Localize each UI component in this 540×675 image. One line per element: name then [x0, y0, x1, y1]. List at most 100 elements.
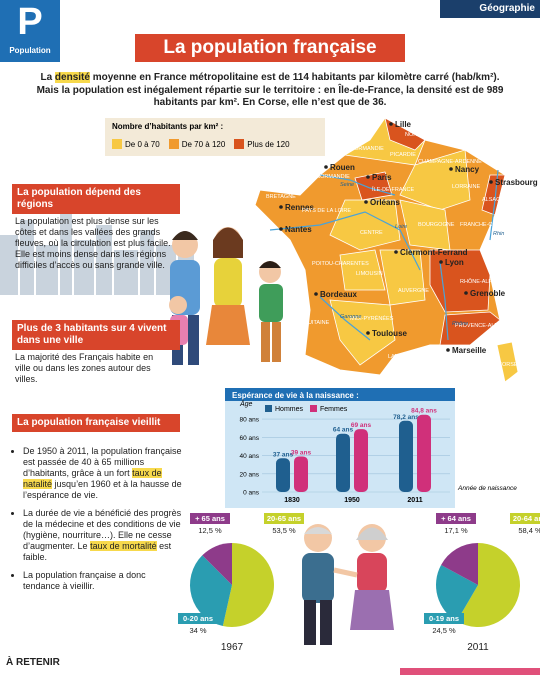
river-label: Garonne [340, 314, 361, 320]
region-label: BOURGOGNE [418, 222, 455, 228]
region-label: AQUITAINE [300, 320, 330, 326]
region-label: CORSE [498, 362, 518, 368]
bullet-text: La durée de vie a bénéficié des progrès … [23, 508, 182, 551]
badge-label: Population [9, 46, 51, 55]
bullet: La population française a donc tendance … [23, 570, 183, 592]
region-label: FRANCHE-COMTÉ [460, 221, 509, 228]
pie-slice [435, 564, 478, 622]
badge [0, 0, 60, 62]
intro: La densité moyenne en France métropolita… [30, 72, 510, 110]
legend-item: Plus de 120 [234, 139, 290, 149]
region-label: PICARDIE [390, 152, 416, 158]
footer-strip [400, 668, 540, 675]
river-label: Rhin [493, 231, 504, 237]
city-label: Orléans [370, 198, 400, 207]
legend-box [105, 118, 325, 156]
bar [417, 414, 431, 492]
legend-label: De 70 à 120 [181, 139, 226, 149]
section-heading: La population française vieillit [12, 414, 180, 432]
legend-swatch [234, 139, 245, 149]
pie-year: 2011 [467, 642, 489, 653]
legend-swatch [168, 139, 179, 149]
city-dot [446, 348, 450, 352]
value-label: 78,2 ans [393, 414, 419, 421]
bullet: La durée de vie a bénéficié des progrès … [23, 508, 183, 563]
region-label: LANGUEDOC-ROUSSILLON [388, 354, 460, 360]
city-label: Rouen [330, 163, 355, 172]
y-tick-label: 20 ans [239, 471, 259, 478]
y-tick-label: 60 ans [239, 435, 259, 442]
bullet-text: La population française a donc tendance … [23, 570, 146, 591]
city-dot [279, 227, 283, 231]
city-label: Marseille [452, 346, 487, 355]
pie-value-label: 34 % [189, 626, 206, 635]
legend-swatch [265, 405, 272, 412]
city-dot [449, 167, 453, 171]
legend-items: De 0 à 70 De 70 à 120 Plus de 120 [112, 139, 324, 149]
city-label: Lyon [445, 258, 464, 267]
city-dot [389, 122, 393, 126]
river-label: Seine [340, 182, 354, 188]
region-label: MIDI-PYRÉNÉES [350, 315, 394, 322]
region-label: NORD-PAS-DE-CALAIS [405, 132, 465, 138]
region-label: BASSE-NORMANDIE [296, 174, 350, 180]
pie-value-label: 12,5 % [198, 526, 222, 535]
y-tick-label: 0 ans [243, 490, 260, 497]
pie-year: 1967 [221, 642, 244, 653]
bullet-text: De 1950 à 2011, la population française … [23, 446, 182, 478]
pie-label-box [436, 513, 476, 524]
bar [276, 458, 290, 492]
intro-text: La [40, 72, 53, 83]
category: Géographie [479, 3, 535, 14]
pie-category: 20-64 ans [513, 514, 540, 523]
y-tick-label: 40 ans [239, 453, 259, 460]
chart-title: Espérance de vie à la naissance : [232, 391, 359, 400]
footer-label: À RETENIR [6, 657, 60, 668]
value-label: 37 ans [273, 451, 294, 458]
region-label: ALSACE [482, 197, 504, 203]
city-label: Rennes [285, 203, 314, 212]
bullet-text: est faible. [23, 541, 172, 562]
pie-value-label: 53,5 % [272, 526, 296, 535]
city-dot [366, 331, 370, 335]
couple-illustration [302, 524, 394, 645]
title: La population française [163, 37, 377, 58]
city-dot [439, 260, 443, 264]
legend-swatch [310, 405, 317, 412]
legend-label: Femmes [320, 406, 348, 413]
city-label: Lille [395, 120, 412, 129]
region-label: ÎLE-DE-FRANCE [371, 186, 415, 193]
pie-value-label: 17,1 % [444, 526, 468, 535]
pie-label-box [178, 613, 218, 624]
pie-slice [456, 543, 520, 627]
pie-label-box [190, 513, 230, 524]
bar [354, 429, 368, 492]
city-dot [364, 200, 368, 204]
category-bar [440, 0, 540, 18]
pie-category: 0-20 ans [183, 614, 213, 623]
section-text: La population est plus dense sur les côt… [15, 216, 171, 270]
bar [336, 433, 350, 492]
dynamic-layer: Lille Rouen Paris Nancy Strasbourg Rennes Nant… [178, 120, 540, 653]
legend-item: De 70 à 120 [168, 139, 226, 149]
city-label: Grenoble [470, 289, 506, 298]
x-tick-label: 2011 [407, 497, 422, 504]
river-label: Loire [395, 224, 407, 230]
intro-text: moyenne en France métropolitaine est de … [36, 72, 504, 108]
bullet-highlight: taux de mortalité [90, 541, 157, 551]
legend-label: De 0 à 70 [125, 139, 160, 149]
city-dot [464, 291, 468, 295]
region-label: RHÔNE-ALPES [460, 278, 500, 285]
region-label: BRETAGNE [266, 194, 296, 200]
region-label: HAUTE NORMANDIE [330, 146, 384, 152]
region-label: POITOU-CHARENTES [312, 261, 369, 267]
y-axis-label: Âge [239, 399, 253, 408]
legend-item: De 0 à 70 [112, 139, 160, 149]
pie-category: + 65 ans [195, 514, 225, 523]
bullet-text: jusqu’en 1960 et à la hausse de l’espéra… [23, 479, 182, 500]
title-banner [135, 34, 405, 62]
city-dot [324, 165, 328, 169]
pie-category: + 64 ans [441, 514, 471, 523]
x-axis-label: Année de naissance [457, 485, 517, 492]
